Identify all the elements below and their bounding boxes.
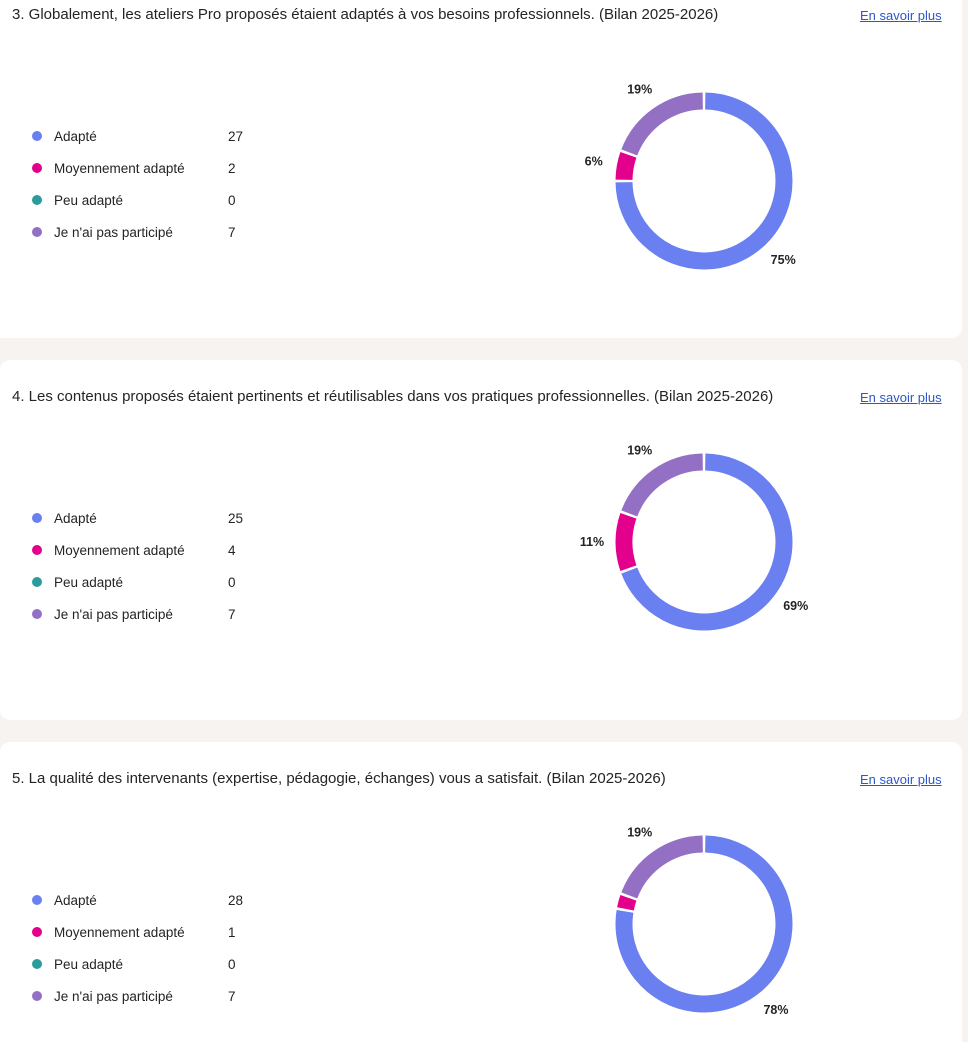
question-card-5: 5. La qualité des intervenants (expertis… <box>0 742 962 1042</box>
question-title: 3. Globalement, les ateliers Pro proposé… <box>12 6 719 23</box>
donut-chart: 75% 6% 19% <box>585 82 796 270</box>
percent-label: 6% <box>585 155 603 169</box>
legend-item-peu: Peu adapté 0 <box>32 948 243 980</box>
legend-item-pas-participe: Je n'ai pas participé 7 <box>32 216 243 248</box>
legend-count: 0 <box>228 956 236 972</box>
legend-label: Je n'ai pas participé <box>54 988 173 1004</box>
slice-adapte <box>621 453 793 631</box>
legend-item-adapte: Adapté 28 <box>32 884 243 916</box>
slice-pas-participe <box>621 835 704 899</box>
legend-dot-icon <box>32 545 42 555</box>
legend-dot-icon <box>32 131 42 141</box>
legend-dot-icon <box>32 609 42 619</box>
legend-dot-icon <box>32 227 42 237</box>
learn-more-link[interactable]: En savoir plus <box>860 772 942 787</box>
legend-item-peu: Peu adapté 0 <box>32 566 243 598</box>
legend-item-moyennement: Moyennement adapté 4 <box>32 534 243 566</box>
legend: Adapté 27 Moyennement adapté 2 Peu adapt… <box>32 120 243 248</box>
legend-item-pas-participe: Je n'ai pas participé 7 <box>32 598 243 630</box>
legend-count: 0 <box>228 192 236 208</box>
slice-adapte <box>615 92 793 270</box>
legend-label: Moyennement adapté <box>54 160 185 176</box>
legend-count: 2 <box>228 160 236 176</box>
legend-label: Peu adapté <box>54 956 124 972</box>
percent-label: 69% <box>783 599 808 613</box>
percent-label: 19% <box>627 82 652 96</box>
slice-pas-participe <box>621 453 704 517</box>
legend-count: 7 <box>228 224 236 240</box>
legend-item-peu: Peu adapté 0 <box>32 184 243 216</box>
legend-label: Peu adapté <box>54 574 124 590</box>
legend-count: 0 <box>228 574 236 590</box>
legend-label: Je n'ai pas participé <box>54 606 173 622</box>
legend-label: Je n'ai pas participé <box>54 224 173 240</box>
percent-label: 11% <box>580 535 604 549</box>
legend-item-pas-participe: Je n'ai pas participé 7 <box>32 980 243 1012</box>
legend-count: 4 <box>228 542 236 558</box>
legend-item-adapte: Adapté 25 <box>32 502 243 534</box>
learn-more-link[interactable]: En savoir plus <box>860 390 942 405</box>
question-title: 4. Les contenus proposés étaient pertine… <box>12 388 774 405</box>
legend-dot-icon <box>32 991 42 1001</box>
legend-dot-icon <box>32 959 42 969</box>
percent-label: 19% <box>627 825 652 839</box>
legend-label: Peu adapté <box>54 192 124 208</box>
slice-moyennement-adapte <box>615 513 637 571</box>
legend-label: Adapté <box>54 510 97 526</box>
question-card-4: 4. Les contenus proposés étaient pertine… <box>0 360 962 720</box>
legend-label: Moyennement adapté <box>54 924 185 940</box>
legend-dot-icon <box>32 577 42 587</box>
question-title: 5. La qualité des intervenants (expertis… <box>12 770 666 787</box>
donut-chart: 69% 11% 19% <box>580 443 808 631</box>
legend-count: 1 <box>228 924 236 940</box>
legend-count: 7 <box>228 606 236 622</box>
legend-label: Adapté <box>54 892 97 908</box>
legend-label: Moyennement adapté <box>54 542 185 558</box>
legend: Adapté 28 Moyennement adapté 1 Peu adapt… <box>32 884 243 1012</box>
legend-item-moyennement: Moyennement adapté 2 <box>32 152 243 184</box>
learn-more-link[interactable]: En savoir plus <box>860 8 942 23</box>
legend-count: 27 <box>228 128 244 144</box>
legend-count: 25 <box>228 510 244 526</box>
legend-dot-icon <box>32 195 42 205</box>
slice-moyennement-adapte <box>615 152 637 181</box>
percent-label: 19% <box>627 443 652 457</box>
legend-count: 7 <box>228 988 236 1004</box>
slice-moyennement-adapte <box>617 895 637 911</box>
question-card-3: 3. Globalement, les ateliers Pro proposé… <box>0 0 962 338</box>
legend-label: Adapté <box>54 128 97 144</box>
percent-label: 78% <box>763 1003 788 1017</box>
legend-item-moyennement: Moyennement adapté 1 <box>32 916 243 948</box>
legend-dot-icon <box>32 895 42 905</box>
legend-dot-icon <box>32 513 42 523</box>
legend-dot-icon <box>32 163 42 173</box>
legend-dot-icon <box>32 927 42 937</box>
legend-item-adapte: Adapté 27 <box>32 120 243 152</box>
slice-pas-participe <box>621 92 704 156</box>
legend-count: 28 <box>228 892 244 908</box>
donut-chart: 78% 19% <box>615 825 793 1017</box>
slice-adapte <box>615 835 793 1013</box>
percent-label: 75% <box>771 253 796 267</box>
legend: Adapté 25 Moyennement adapté 4 Peu adapt… <box>32 502 243 630</box>
